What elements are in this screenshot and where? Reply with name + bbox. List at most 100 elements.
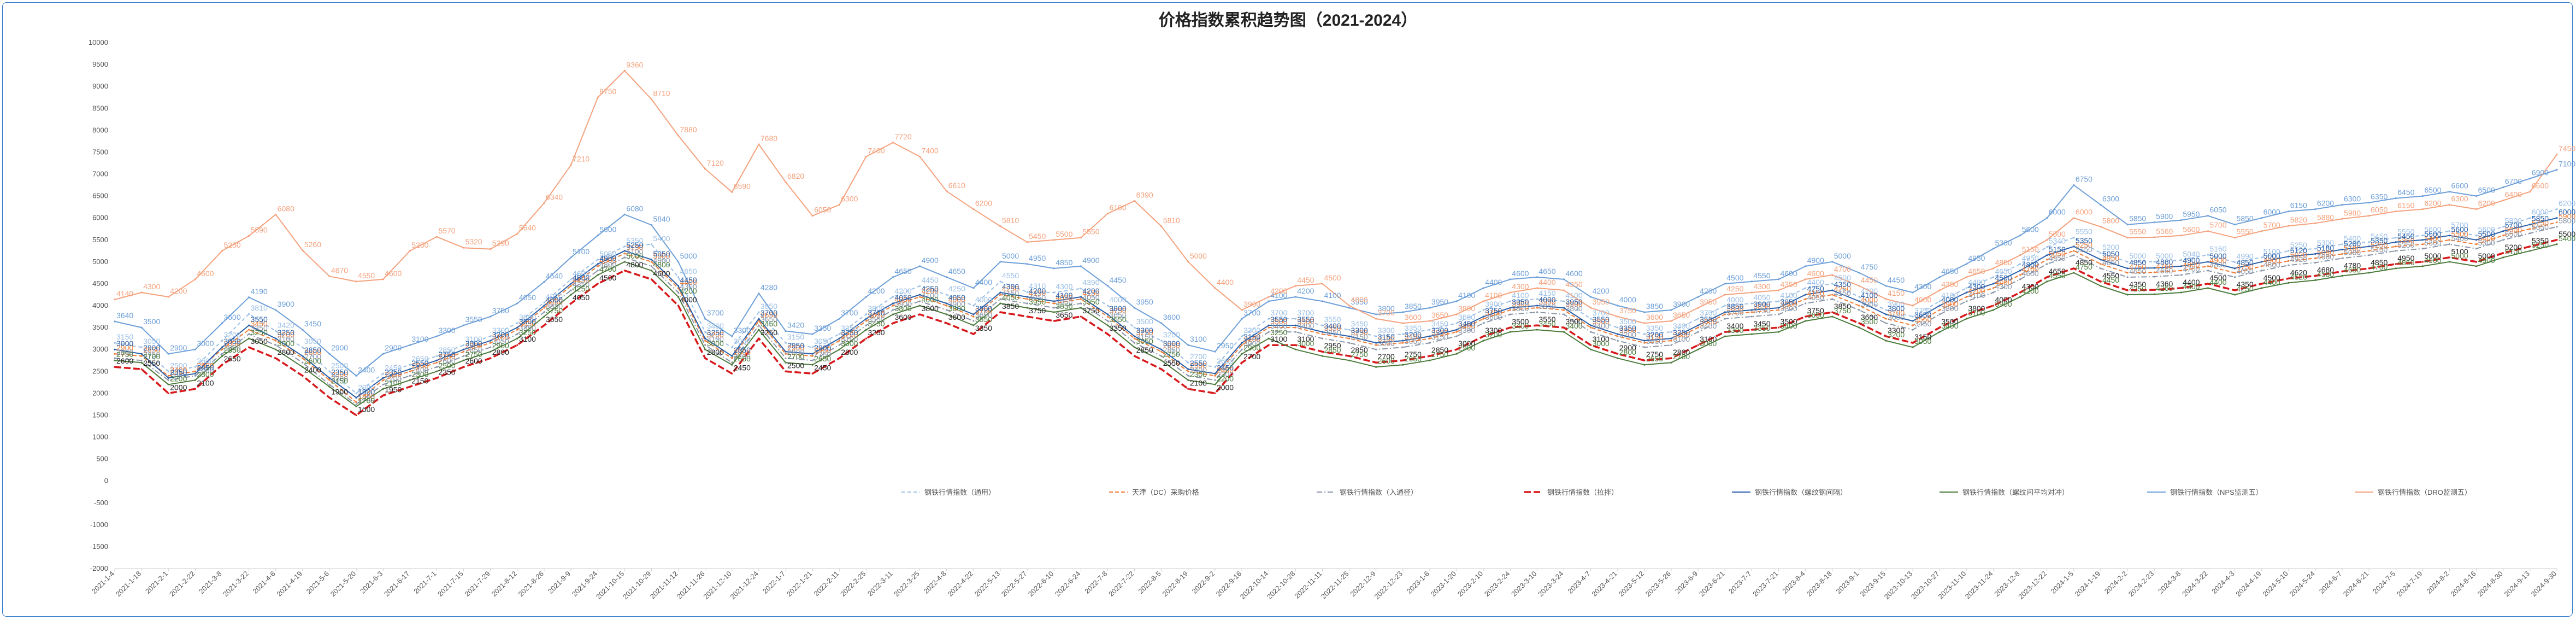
series-4-data-label: 2550 [411, 359, 428, 367]
series-4-data-label: 3550 [1297, 315, 1314, 324]
x-tick-label: 2021-11-12 [649, 570, 680, 601]
series-5-data-label: 2300 [411, 370, 428, 378]
series-5-data-label: 3400 [1566, 321, 1583, 330]
series-6-data-label: 3640 [116, 311, 133, 320]
series-7-data-label: 5000 [1190, 251, 1207, 260]
x-tick-label: 2023-3-24 [1536, 570, 1565, 599]
series-7-data-label: 3800 [1458, 304, 1475, 313]
series-4-data-label: 3050 [223, 337, 240, 346]
series-2-data-label: 4650 [2237, 267, 2254, 276]
series-4-point [1965, 291, 1967, 294]
series-2-data-label: 4920 [2290, 255, 2307, 264]
series-7-data-label: 4140 [116, 289, 133, 298]
x-tick-label: 2024-1-19 [2073, 570, 2102, 599]
series-3-point [409, 385, 411, 388]
series-2-data-label: 2300 [1217, 370, 1234, 378]
series-5-data-label: 2150 [331, 376, 348, 385]
series-3-data-label: 2750 [1646, 350, 1663, 359]
series-4-point [2314, 253, 2316, 255]
y-tick-label: 4000 [92, 301, 108, 309]
series-5-point [2529, 250, 2531, 252]
series-7-data-label: 5820 [2290, 215, 2307, 224]
series-0-data-label: 2700 [1190, 352, 1207, 361]
series-4-point [328, 377, 331, 379]
series-3-point [1885, 335, 1887, 337]
series-0-data-label: 3700 [1593, 308, 1610, 317]
series-2-point [650, 265, 653, 267]
series-2-data-label: 3800 [1941, 304, 1958, 313]
series-2-data-label: 3600 [1888, 313, 1905, 321]
series-7-data-label: 4150 [1888, 289, 1905, 297]
series-6-point [1133, 307, 1136, 309]
x-tick-label: 2024-1-5 [2049, 570, 2075, 595]
series-1-point [221, 348, 223, 350]
series-5-point [1536, 329, 1538, 331]
series-4-data-label: 3000 [465, 339, 482, 348]
series-7-point [409, 250, 411, 252]
series-4-point [677, 285, 680, 287]
series-1-data-label: 3900 [1780, 300, 1797, 308]
series-7-data-label: 4300 [1753, 282, 1770, 291]
series-0-data-label: 4100 [1566, 291, 1583, 300]
series-7-data-label: 7450 [2559, 144, 2575, 153]
series-5-point [1455, 353, 1458, 355]
series-1-data-label: 5350 [2397, 236, 2414, 245]
series-4-data-label: 3950 [1512, 297, 1529, 306]
series-6-point [1214, 350, 1216, 353]
series-4-data-label: 5180 [2317, 243, 2334, 252]
series-5-data-label: 2850 [223, 346, 240, 354]
series-1-data-label: 2950 [1163, 341, 1180, 350]
series-7-point [543, 202, 545, 204]
series-6-data-label: 5600 [599, 225, 616, 234]
series-0-point [892, 296, 894, 298]
series-2-point [785, 357, 787, 359]
series-5-data-label: 2850 [1324, 346, 1341, 354]
series-7-point [1563, 289, 1565, 291]
series-5-point [221, 355, 223, 357]
series-6-point [623, 213, 626, 215]
series-3-data-label: 3500 [1566, 317, 1583, 326]
series-1-data-label: 3350 [1324, 324, 1341, 332]
series-1-data-label: 3400 [1458, 321, 1475, 330]
series-4-data-label: 2900 [814, 343, 831, 352]
series-0-data-label: 4600 [573, 269, 590, 278]
series-3-data-label: 5100 [2451, 247, 2468, 256]
series-3-point [435, 377, 438, 379]
series-1-point [1563, 309, 1565, 311]
x-tick-label: 2021-5-20 [329, 570, 358, 599]
series-0-point [2019, 263, 2021, 265]
series-7-data-label: 4600 [197, 269, 214, 278]
series-5-point [1992, 309, 1995, 311]
series-3-point [194, 388, 196, 390]
series-5-data-label: 2650 [814, 354, 831, 363]
series-5-data-label: 3650 [1807, 311, 1824, 319]
series-6-data-label: 4540 [546, 272, 563, 280]
series-1-point [2073, 250, 2075, 252]
series-0-point [838, 333, 840, 335]
series-2-point [1912, 329, 1914, 331]
series-line-3 [114, 239, 2557, 417]
series-2-point [1294, 331, 1296, 333]
series-0-data-label: 3200 [1163, 330, 1180, 339]
series-2-point [2314, 261, 2316, 264]
series-0-point [785, 342, 787, 344]
x-tick-label: 2022-6-24 [1053, 570, 1082, 599]
series-5-point [2288, 282, 2290, 284]
series-4-data-label: 3000 [1163, 339, 1180, 348]
series-5-data-label: 3000 [278, 339, 294, 348]
series-1-data-label: 4050 [1056, 293, 1072, 302]
series-1-data-label: 4900 [2209, 256, 2226, 265]
series-0-point [2126, 261, 2129, 263]
series-1-point [1402, 342, 1404, 344]
series-4-data-label: 5350 [2371, 236, 2388, 245]
series-4-data-label: 5450 [2397, 232, 2414, 241]
series-1-data-label: 2900 [787, 343, 804, 352]
y-tick-label: 9000 [92, 82, 108, 90]
series-2-point [2207, 270, 2209, 272]
series-1-point [2100, 263, 2102, 265]
series-4-point [1938, 305, 1941, 307]
series-0-point [1080, 288, 1082, 290]
series-4-data-label: 2450 [197, 363, 214, 372]
series-0-data-label: 4100 [1512, 291, 1529, 300]
series-7-data-label: 5150 [2022, 245, 2039, 254]
